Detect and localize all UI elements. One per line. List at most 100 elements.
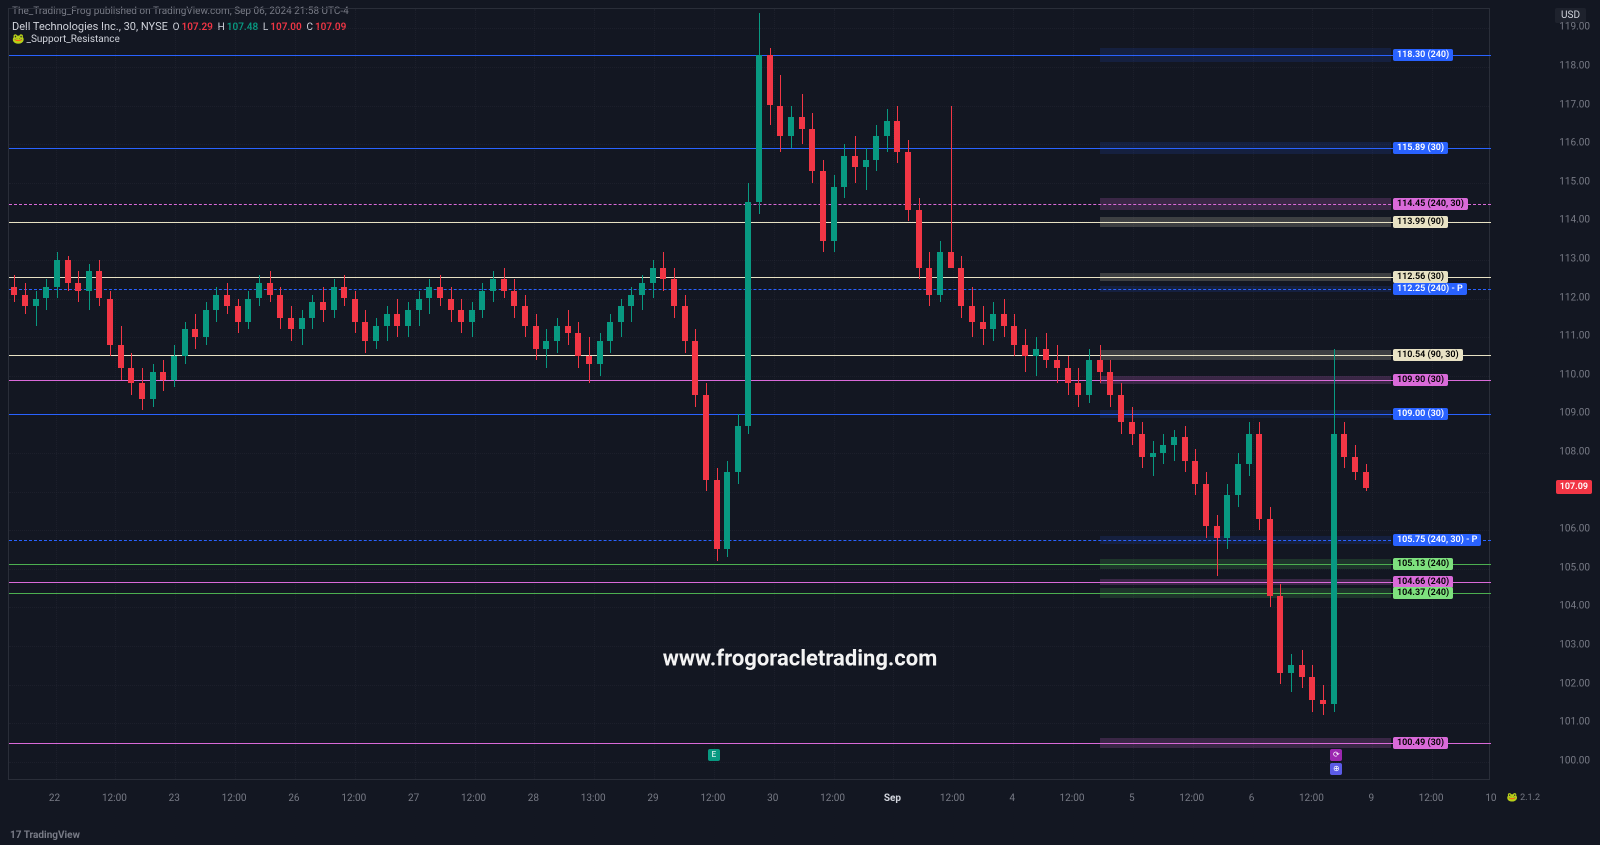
x-tick: 6 [1249, 793, 1255, 804]
candle-body [235, 306, 241, 321]
x-tick: 30 [767, 793, 778, 804]
x-tick: 5 [1129, 793, 1135, 804]
candle-body [1171, 437, 1177, 445]
candle-body [745, 202, 751, 426]
candle-body [831, 187, 837, 241]
y-tick: 101.00 [1559, 717, 1590, 728]
candle-body [692, 341, 698, 395]
candle-body [1309, 677, 1315, 700]
candle-body [522, 306, 528, 325]
candle-body [1320, 700, 1326, 704]
candle-body [1086, 360, 1092, 395]
sr-label: 114.45 (240, 30) [1393, 198, 1468, 210]
candle-body [703, 395, 709, 480]
x-tick: 12:00 [700, 793, 725, 804]
candle-body [65, 260, 71, 283]
candle-body [75, 283, 81, 291]
candle-body [437, 287, 443, 299]
candle-body [288, 318, 294, 330]
candle-body [86, 271, 92, 290]
candle-body [926, 268, 932, 295]
y-axis[interactable]: 100.00101.00102.00103.00104.00105.00106.… [1542, 8, 1592, 780]
candle-body [767, 55, 773, 105]
y-tick: 104.00 [1559, 601, 1590, 612]
y-tick: 113.00 [1559, 253, 1590, 264]
candle-body [107, 299, 113, 345]
candle-body [714, 480, 720, 549]
candle-body [224, 295, 230, 307]
sr-label: 109.90 (30) [1393, 374, 1448, 386]
x-tick: 12:00 [341, 793, 366, 804]
x-axis[interactable]: 2212:002312:002612:002712:002813:002912:… [8, 789, 1490, 817]
candle-body [1182, 437, 1188, 460]
candle-body [1033, 349, 1039, 357]
candle-body [118, 345, 124, 368]
candle-body [1129, 422, 1135, 434]
candle-body [788, 117, 794, 136]
candle-body [448, 299, 454, 311]
candle-body [299, 318, 305, 330]
candle-body [1192, 461, 1198, 484]
candle-wick [1174, 430, 1175, 461]
candle-body [213, 295, 219, 310]
candle-body [479, 291, 485, 310]
y-tick: 119.00 [1559, 22, 1590, 33]
candle-body [607, 322, 613, 341]
candle-body [1277, 596, 1283, 673]
candle-body [660, 268, 666, 280]
candle-body [277, 295, 283, 318]
candle-body [575, 333, 581, 356]
candle-body [650, 268, 656, 283]
candle-body [1022, 345, 1028, 357]
x-tick: 12:00 [820, 793, 845, 804]
candle-body [96, 271, 102, 298]
candle-body [416, 299, 422, 311]
candle-body [990, 314, 996, 329]
y-tick: 105.00 [1559, 562, 1590, 573]
candle-body [384, 314, 390, 326]
candle-wick [1217, 515, 1218, 577]
candle-body [1256, 434, 1262, 519]
candle-body [1341, 434, 1347, 457]
x-tick: 10 [1485, 793, 1496, 804]
sr-line [9, 743, 1491, 744]
x-tick: 23 [169, 793, 180, 804]
candle-body [1224, 495, 1230, 537]
candle-body [150, 372, 156, 399]
candle-body [1363, 472, 1369, 487]
x-tick: 12:00 [222, 793, 247, 804]
candle-body [511, 291, 517, 306]
candle-body [724, 472, 730, 549]
y-tick: 106.00 [1559, 524, 1590, 535]
x-tick: 26 [288, 793, 299, 804]
sr-label: 100.49 (30) [1393, 737, 1448, 749]
candle-body [948, 252, 954, 267]
candle-body [820, 171, 826, 240]
x-tick: 28 [528, 793, 539, 804]
sr-label: 109.00 (30) [1393, 408, 1448, 420]
candle-body [1214, 526, 1220, 538]
candle-body [341, 287, 347, 299]
current-price-tag: 107.09 [1556, 480, 1592, 494]
candle-body [1203, 484, 1209, 526]
candle-wick [1036, 337, 1037, 376]
candle-body [1107, 372, 1113, 395]
candle-body [554, 326, 560, 341]
chart-plot[interactable]: 118.30 (240)115.89 (30)114.45 (240, 30)1… [8, 8, 1490, 780]
sr-line [9, 148, 1491, 149]
candle-body [11, 287, 17, 295]
candle-body [586, 356, 592, 364]
candle-body [1352, 457, 1358, 472]
x-tick: 12:00 [1299, 793, 1324, 804]
candle-body [873, 136, 879, 159]
sr-label: 110.54 (90, 30) [1393, 349, 1463, 361]
x-tick: 12:00 [102, 793, 127, 804]
candle-body [1160, 445, 1166, 453]
candle-body [1043, 349, 1049, 361]
candle-body [735, 426, 741, 472]
y-tick: 108.00 [1559, 446, 1590, 457]
candle-body [1267, 519, 1273, 596]
candle-body [894, 121, 900, 152]
candle-body [543, 341, 549, 349]
candle-wick [951, 106, 952, 260]
